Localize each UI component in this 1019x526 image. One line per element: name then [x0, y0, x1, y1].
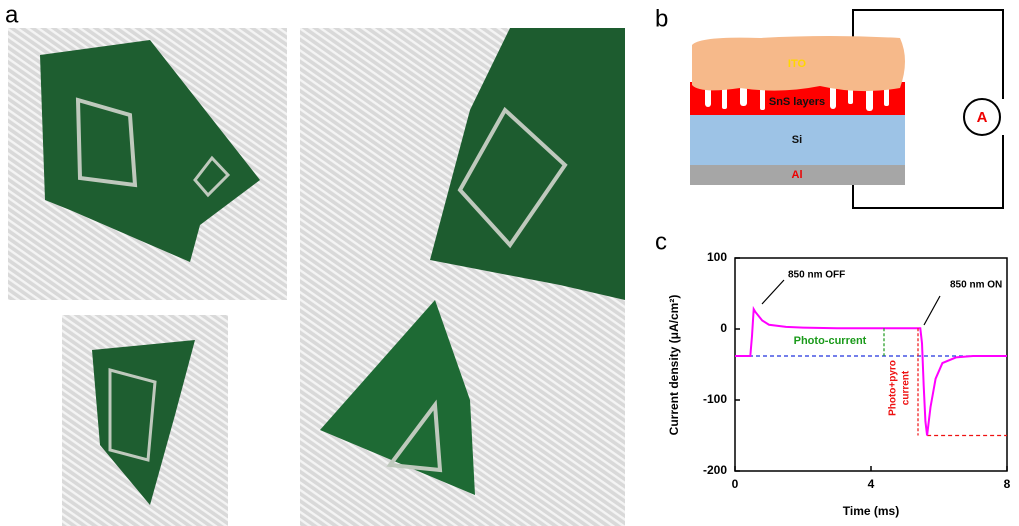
y-tick-label: -100 [703, 392, 727, 406]
meter-label: A [977, 109, 988, 126]
annotation: 850 nm OFF [788, 270, 845, 281]
layer-label: ITO [788, 58, 807, 70]
x-axis-label: Time (ms) [843, 504, 899, 518]
layer-label: SnS layers [769, 96, 825, 108]
y-axis-label: Current density (μA/cm²) [667, 295, 681, 436]
arrow [924, 296, 940, 325]
layer-label: Al [792, 169, 803, 181]
x-tick-label: 0 [732, 477, 739, 491]
y-tick-label: -200 [703, 463, 727, 477]
photo-bottom-left [62, 315, 228, 526]
x-tick-label: 8 [1004, 477, 1011, 491]
panel-label: c [655, 228, 667, 255]
panel-label: a [5, 1, 19, 28]
photo-top-left [8, 28, 287, 300]
x-tick-label: 4 [868, 477, 875, 491]
y-tick-label: 100 [707, 250, 727, 264]
panel-label: b [655, 5, 668, 32]
data-line [735, 309, 1007, 435]
layer-label: Si [792, 134, 802, 146]
y-tick-label: 0 [720, 321, 727, 335]
figure: ITO SnS layers Si Al A a b c Time (ms) C… [0, 0, 1019, 526]
annotation: Photo-current [794, 335, 867, 347]
arrow [762, 280, 784, 304]
annotation: Photo+pyro [888, 360, 899, 416]
annotation: 850 nm ON [950, 280, 1002, 291]
annotation: current [901, 370, 912, 405]
photo-right [300, 28, 625, 526]
